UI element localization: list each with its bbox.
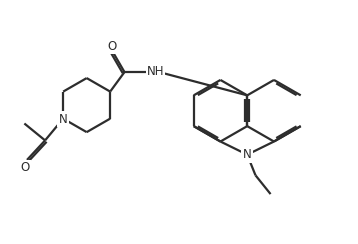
- Text: O: O: [108, 40, 117, 53]
- Text: O: O: [20, 161, 30, 174]
- Text: N: N: [59, 113, 68, 126]
- Text: NH: NH: [147, 65, 164, 78]
- Text: N: N: [243, 148, 252, 161]
